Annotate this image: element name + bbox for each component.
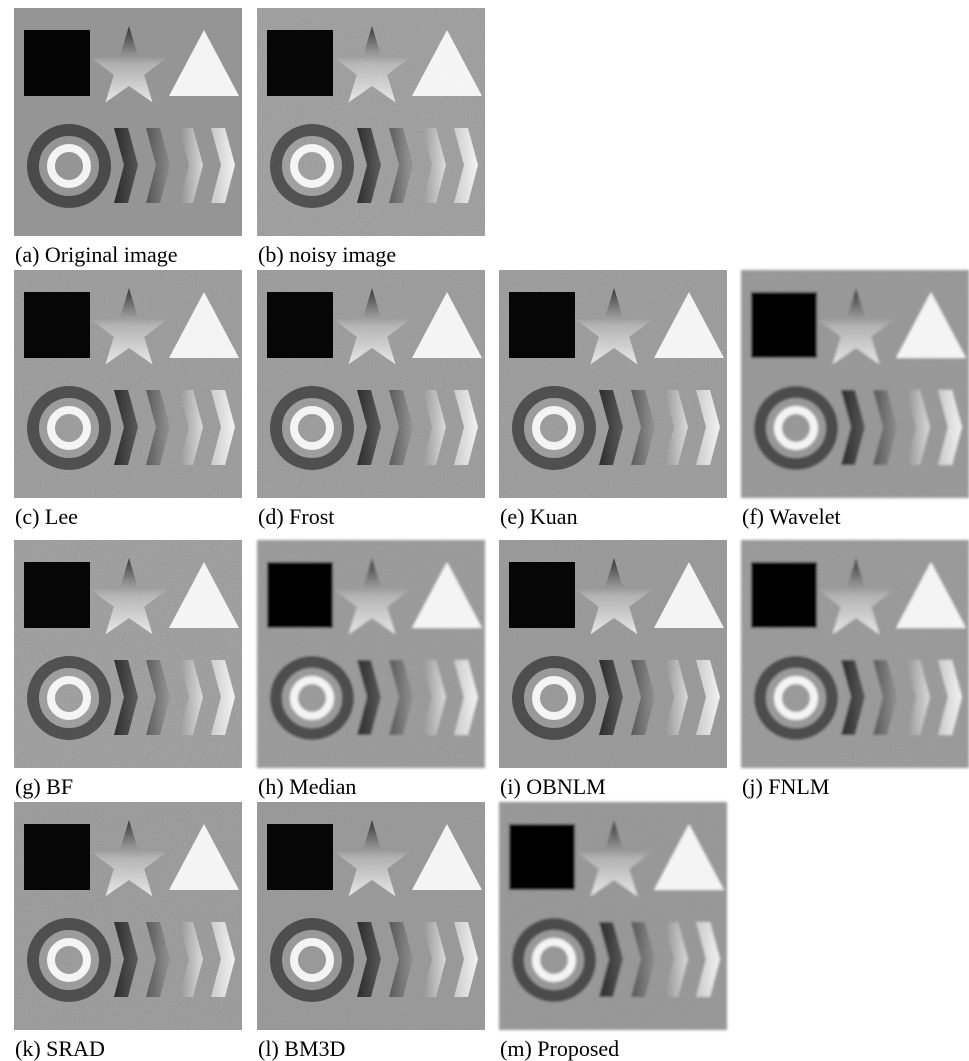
panel: (m) Proposed xyxy=(499,802,727,1061)
panel: (a) Original image xyxy=(14,8,242,267)
noise-overlay xyxy=(499,540,727,768)
panel-caption: (b) noisy image xyxy=(258,242,396,267)
panel: (j) FNLM xyxy=(741,540,969,799)
panel-caption: (i) OBNLM xyxy=(500,774,606,799)
noise-overlay xyxy=(741,270,969,498)
noise-overlay xyxy=(14,270,242,498)
panel: (k) SRAD xyxy=(14,802,242,1061)
panel-caption: (m) Proposed xyxy=(500,1036,619,1061)
panel-caption: (l) BM3D xyxy=(258,1036,345,1061)
panel: (g) BF xyxy=(14,540,242,799)
noise-overlay xyxy=(14,540,242,768)
panel: (f) Wavelet xyxy=(741,270,969,529)
panel-caption: (k) SRAD xyxy=(15,1036,105,1061)
panel: (b) noisy image xyxy=(257,8,485,267)
panel: (h) Median xyxy=(257,540,485,799)
panel: (e) Kuan xyxy=(499,270,727,529)
panel: (c) Lee xyxy=(14,270,242,529)
panel-caption: (a) Original image xyxy=(15,242,178,267)
noise-overlay xyxy=(257,802,485,1030)
panel: (d) Frost xyxy=(257,270,485,529)
figure: (a) Original image (b) noisy image (c) Lee… xyxy=(0,0,969,1061)
noise-overlay xyxy=(741,540,969,768)
panel-caption: (g) BF xyxy=(15,774,73,799)
panel: (i) OBNLM xyxy=(499,540,727,799)
panel-caption: (h) Median xyxy=(258,774,356,799)
panel-image xyxy=(14,8,242,236)
noise-overlay xyxy=(257,540,485,768)
panel-caption: (j) FNLM xyxy=(742,774,829,799)
noise-overlay xyxy=(257,270,485,498)
panel-caption: (c) Lee xyxy=(15,504,78,529)
panel-caption: (f) Wavelet xyxy=(742,504,841,529)
noise-overlay xyxy=(499,802,727,1030)
noise-overlay xyxy=(499,270,727,498)
page: {"figure": {"panels": [ {"caption": "(a)… xyxy=(0,0,969,1061)
panel-caption: (d) Frost xyxy=(258,504,334,529)
panel-caption: (e) Kuan xyxy=(500,504,578,529)
noise-overlay xyxy=(14,802,242,1030)
panel: (l) BM3D xyxy=(257,802,485,1061)
noise-overlay xyxy=(257,8,485,236)
